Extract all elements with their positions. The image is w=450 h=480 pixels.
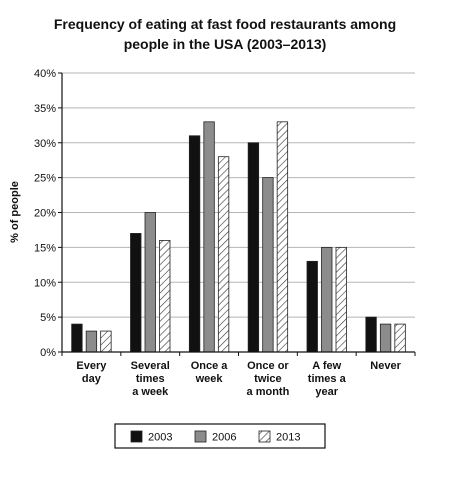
bar-2006-3 bbox=[262, 177, 274, 353]
x-category-label: Once a bbox=[191, 360, 229, 372]
y-tick-label: 20% bbox=[34, 208, 56, 220]
x-category-label: day bbox=[82, 373, 102, 385]
bar-2006-1 bbox=[144, 212, 156, 353]
x-category-label: times a bbox=[308, 373, 347, 385]
x-category-label: year bbox=[315, 386, 338, 398]
bar-2013-3 bbox=[276, 121, 289, 353]
legend-swatch-2006 bbox=[194, 430, 207, 443]
x-category-label: Never bbox=[370, 360, 401, 372]
x-category-label: times bbox=[136, 373, 165, 385]
y-tick-label: 15% bbox=[34, 242, 56, 254]
x-category-label: twice bbox=[254, 373, 282, 385]
axes bbox=[61, 73, 416, 356]
bar-2013-4 bbox=[335, 246, 347, 353]
bar-2003-4 bbox=[306, 260, 318, 353]
legend: 2003 2006 2013 bbox=[114, 423, 326, 449]
x-category-label: A few bbox=[312, 360, 341, 372]
x-category-label: Every bbox=[76, 360, 107, 372]
legend-box bbox=[114, 423, 326, 449]
y-tick-label: 30% bbox=[34, 138, 56, 150]
legend-swatch-2003 bbox=[130, 430, 143, 443]
bars bbox=[71, 121, 406, 353]
x-category-label: a month bbox=[247, 386, 290, 398]
y-tick-label: 0% bbox=[40, 347, 56, 359]
y-tick-label: 35% bbox=[34, 103, 56, 115]
legend-label-2006: 2006 bbox=[212, 432, 236, 444]
x-category-label: Once or bbox=[247, 360, 289, 372]
chart-title: Frequency of eating at fast food restaur… bbox=[0, 14, 450, 54]
bar-2003-0 bbox=[71, 323, 83, 353]
bar-2013-2 bbox=[217, 156, 230, 353]
legend-label-2003: 2003 bbox=[148, 432, 172, 444]
bar-2003-5 bbox=[365, 316, 377, 353]
chart-title-line-2: people in the USA (2003–2013) bbox=[123, 36, 327, 52]
y-tick-label: 10% bbox=[34, 277, 56, 289]
bar-2006-0 bbox=[85, 330, 98, 353]
bar-2006-4 bbox=[321, 246, 333, 353]
x-category-label: a week bbox=[132, 386, 169, 398]
x-category-label: Several bbox=[131, 360, 170, 372]
bar-2013-0 bbox=[100, 330, 112, 353]
bar-2006-5 bbox=[379, 323, 392, 353]
bar-2003-3 bbox=[247, 142, 260, 353]
legend-swatch-2013 bbox=[258, 430, 271, 443]
bar-2013-5 bbox=[394, 323, 406, 353]
x-category-label: week bbox=[195, 373, 224, 385]
bar-2013-1 bbox=[159, 239, 171, 353]
legend-label-2013: 2013 bbox=[276, 432, 300, 444]
y-tick-label: 25% bbox=[34, 173, 56, 185]
bar-2003-1 bbox=[130, 233, 142, 353]
gridlines bbox=[62, 72, 415, 318]
y-tick-label: 5% bbox=[40, 312, 56, 324]
bar-2006-2 bbox=[203, 121, 215, 353]
y-tick-label: 40% bbox=[34, 68, 56, 80]
bar-2003-2 bbox=[188, 135, 201, 353]
y-axis-label: % of people bbox=[9, 181, 21, 243]
y-axis-ticks: 0% 5% 10% 15% 20% 25% 30% 35% 40% bbox=[34, 68, 62, 359]
chart-title-line-1: Frequency of eating at fast food restaur… bbox=[53, 16, 397, 32]
